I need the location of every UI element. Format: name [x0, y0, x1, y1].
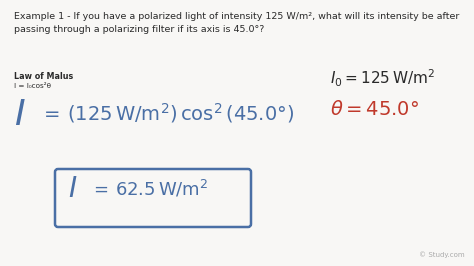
Text: $=\,62.5\,\mathrm{W/m}^2$: $=\,62.5\,\mathrm{W/m}^2$ [90, 178, 209, 199]
Text: © Study.com: © Study.com [419, 251, 465, 258]
Text: Example 1 - If you have a polarized light of intensity 125 W/m², what will its i: Example 1 - If you have a polarized ligh… [14, 12, 459, 34]
Text: Law of Malus: Law of Malus [14, 72, 73, 81]
Text: I = I₀cos²θ: I = I₀cos²θ [14, 83, 51, 89]
Text: $\mathit{I}$: $\mathit{I}$ [68, 176, 77, 203]
Text: $\mathit{I}_0 = 125\,\mathrm{W/m}^2$: $\mathit{I}_0 = 125\,\mathrm{W/m}^2$ [330, 68, 435, 89]
FancyBboxPatch shape [55, 169, 251, 227]
Text: $=\,(125\,\mathrm{W/m}^2)\,\cos^2(45.0°)$: $=\,(125\,\mathrm{W/m}^2)\,\cos^2(45.0°)… [40, 101, 294, 125]
Text: $\mathit{I}$: $\mathit{I}$ [14, 98, 26, 132]
Text: $\theta = 45.0°$: $\theta = 45.0°$ [330, 100, 419, 119]
